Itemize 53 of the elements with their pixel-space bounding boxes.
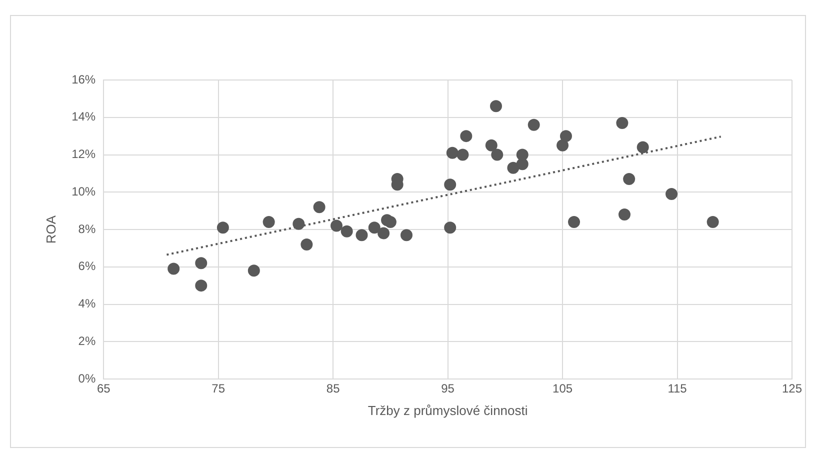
- x-tick-label: 85: [326, 382, 340, 396]
- point: [444, 178, 456, 191]
- point: [460, 130, 472, 142]
- point: [446, 146, 458, 159]
- y-tick-label: 0%: [78, 371, 96, 386]
- x-tick-label: 115: [668, 382, 688, 396]
- point: [300, 238, 313, 250]
- point: [507, 162, 520, 174]
- x-tick-label: 95: [441, 382, 455, 396]
- y-tick-label: 12%: [72, 147, 96, 162]
- point: [485, 139, 498, 152]
- point: [330, 220, 343, 232]
- x-tick-label: 75: [212, 382, 226, 396]
- point: [195, 257, 208, 270]
- y-tick-label: 14%: [72, 110, 96, 124]
- point: [636, 141, 649, 154]
- point: [491, 148, 504, 161]
- point: [368, 222, 380, 234]
- point: [356, 229, 368, 242]
- x-axis-title: Tržby z průmyslové činnosti: [368, 402, 528, 418]
- point: [706, 216, 719, 228]
- y-tick-label: 8%: [78, 222, 96, 236]
- point: [248, 264, 260, 277]
- y-tick-label: 2%: [78, 334, 96, 348]
- x-tick-label: 65: [96, 382, 111, 396]
- point: [528, 118, 540, 131]
- point: [616, 116, 628, 129]
- y-tick-label: 4%: [78, 296, 96, 311]
- point: [623, 173, 636, 186]
- point: [444, 222, 456, 234]
- y-tick-label: 6%: [78, 259, 96, 274]
- point: [666, 188, 678, 200]
- point: [378, 227, 390, 240]
- point: [560, 130, 572, 142]
- point: [262, 216, 275, 228]
- point: [556, 139, 569, 152]
- x-tick-label: 105: [552, 382, 573, 396]
- point: [490, 100, 502, 112]
- point: [400, 229, 413, 242]
- point: [168, 262, 180, 275]
- y-axis-title: ROA: [43, 215, 58, 244]
- point: [568, 216, 580, 228]
- point: [618, 208, 630, 221]
- y-tick-label: 16%: [72, 72, 96, 86]
- point: [313, 201, 326, 214]
- point: [195, 280, 208, 292]
- point: [516, 148, 528, 161]
- point: [292, 218, 305, 230]
- y-tick-label: 10%: [72, 184, 96, 198]
- x-tick-label: 125: [782, 382, 802, 396]
- point: [340, 225, 353, 238]
- point: [456, 148, 469, 161]
- point: [216, 222, 229, 234]
